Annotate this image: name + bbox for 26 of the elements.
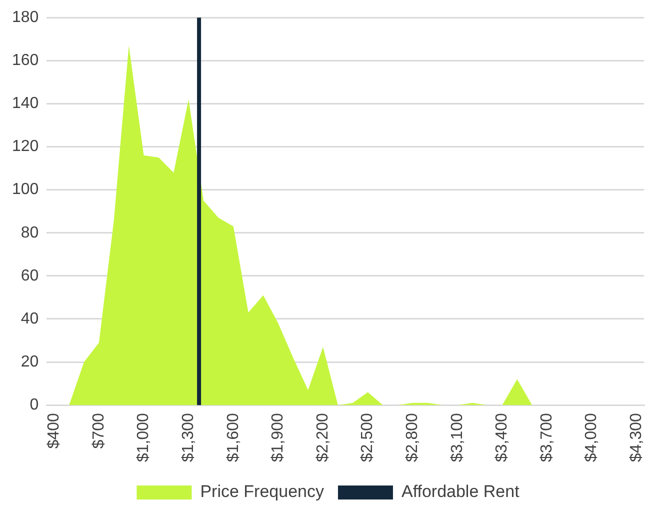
x-tick-label: $2,200 (314, 412, 332, 462)
x-tick-label: $1,300 (180, 412, 197, 462)
x-tick-label: $3,400 (494, 412, 511, 462)
x-tick-label: $4,000 (583, 412, 600, 462)
x-tick-label: $3,700 (538, 412, 556, 462)
x-tick-label: $3,100 (448, 412, 466, 462)
y-tick-label: 160 (12, 52, 39, 70)
y-tick-label: 100 (12, 181, 39, 198)
x-tick-label: $400 (46, 412, 63, 449)
y-tick-label: 20 (20, 353, 39, 370)
x-tick-label: $1,600 (224, 412, 242, 462)
y-tick-label: 60 (20, 267, 39, 284)
x-tick-label: $2,800 (404, 412, 422, 462)
y-tick-label: 180 (12, 9, 39, 26)
y-tick-label: 120 (12, 138, 39, 156)
x-tick-label: $4,300 (628, 412, 646, 462)
x-tick-label: $1,000 (135, 412, 152, 462)
legend-label: Price Frequency (200, 482, 324, 502)
x-tick-label: $1,900 (270, 412, 287, 462)
x-tick-label: $2,500 (359, 412, 376, 462)
y-tick-label: 140 (12, 95, 39, 112)
y-tick-label: 40 (20, 310, 39, 328)
legend-label: Affordable Rent (401, 482, 520, 502)
x-tick-label: $700 (90, 412, 108, 449)
y-tick-label: 0 (30, 396, 39, 414)
y-tick-label: 80 (20, 224, 39, 242)
